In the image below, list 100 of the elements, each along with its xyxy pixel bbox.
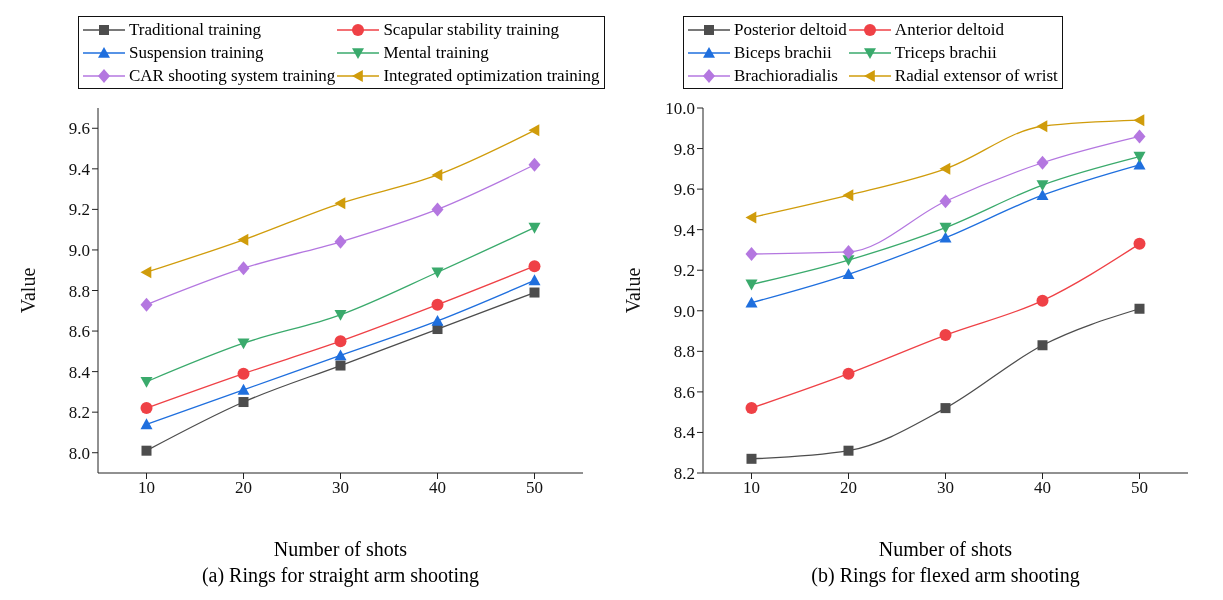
point: [237, 367, 250, 380]
legend-label: Posterior deltoid: [734, 19, 847, 41]
point: [528, 274, 541, 286]
y-tick-label: 9.2: [673, 261, 695, 281]
y-tick-label: 9.8: [673, 139, 695, 159]
point: [1134, 303, 1145, 314]
point: [431, 168, 443, 181]
point: [140, 418, 153, 430]
legend-label: Radial extensor of wrist: [894, 65, 1058, 87]
point: [842, 367, 855, 380]
y-tick-label: 9.2: [68, 200, 90, 220]
point: [237, 338, 250, 350]
point: [529, 287, 540, 298]
point: [1133, 151, 1146, 163]
point: [939, 194, 952, 209]
point: [1133, 237, 1146, 250]
y-tick-label: 8.8: [68, 281, 90, 301]
y-tick-label: 8.4: [673, 423, 696, 443]
point: [431, 267, 444, 279]
y-tick-label: 9.0: [68, 240, 90, 260]
y-tick-label: 9.6: [673, 180, 695, 200]
x-tick-label: 40: [429, 478, 446, 498]
x-axis-title: Number of shots: [877, 538, 1014, 561]
x-tick-label: 30: [332, 478, 349, 498]
point: [1133, 129, 1146, 144]
point: [939, 231, 952, 243]
point: [940, 403, 951, 414]
point: [1036, 294, 1049, 307]
point: [745, 296, 758, 308]
y-tick-label: 9.4: [673, 220, 696, 240]
point: [238, 397, 249, 408]
point: [334, 197, 346, 210]
point: [1036, 155, 1049, 170]
point: [237, 261, 250, 276]
y-axis-title: Value: [622, 267, 645, 314]
point: [140, 297, 153, 312]
y-tick-label: 10.0: [665, 99, 695, 119]
y-tick-label: 9.6: [68, 119, 90, 139]
legend-label: Triceps brachii: [894, 42, 997, 64]
point: [528, 260, 541, 273]
point: [334, 335, 347, 348]
y-tick-label: 8.8: [673, 342, 695, 362]
point: [528, 222, 541, 234]
y-tick-label: 8.2: [68, 403, 90, 423]
point: [431, 202, 444, 217]
point: [431, 314, 444, 326]
y-tick-label: 8.2: [673, 464, 695, 484]
y-tick-label: 8.6: [68, 322, 90, 342]
point: [843, 445, 854, 456]
point: [1036, 189, 1049, 200]
legend-label: Traditional training: [129, 19, 262, 41]
x-axis-title: Number of shots: [272, 538, 409, 561]
point: [140, 402, 153, 415]
y-tick-label: 9.0: [673, 301, 695, 321]
point: [237, 233, 249, 246]
legend-label: Biceps brachii: [734, 42, 832, 64]
legend-label: Integrated optimization training: [383, 65, 600, 87]
point: [939, 329, 952, 342]
text: (a) Rings for straight arm shooting: [200, 564, 481, 587]
legend-label: Mental training: [383, 42, 489, 64]
point: [745, 279, 758, 291]
x-tick-label: 50: [526, 478, 543, 498]
legend-label: CAR shooting system training: [129, 65, 336, 87]
x-tick-label: 20: [235, 478, 252, 498]
point: [528, 124, 540, 137]
point: [939, 222, 952, 234]
point: [745, 402, 758, 415]
point: [141, 445, 152, 456]
y-tick-label: 9.4: [68, 159, 91, 179]
point: [334, 310, 347, 321]
legend-label: Brachioradialis: [734, 65, 838, 87]
x-tick-label: 10: [138, 478, 155, 498]
point: [939, 162, 951, 175]
text: (b) Rings for flexed arm shooting: [810, 564, 1081, 587]
x-tick-label: 50: [1131, 478, 1148, 498]
point: [528, 157, 541, 172]
point: [140, 376, 153, 388]
point: [842, 268, 855, 280]
point: [334, 234, 347, 249]
legend-label: Scapular stability training: [383, 19, 560, 41]
x-tick-label: 30: [937, 478, 954, 498]
point: [746, 453, 757, 464]
legend-label: Suspension training: [129, 42, 264, 64]
point: [335, 360, 346, 371]
x-tick-label: 10: [743, 478, 760, 498]
point: [140, 266, 152, 279]
point: [1036, 120, 1048, 133]
point: [237, 383, 250, 395]
point: [1133, 114, 1145, 127]
legend-label: Anterior deltoid: [894, 19, 1004, 41]
y-axis-title: Value: [17, 267, 40, 314]
x-tick-label: 20: [840, 478, 857, 498]
point: [842, 244, 855, 259]
y-tick-label: 8.4: [68, 362, 91, 382]
point: [334, 349, 347, 361]
point: [431, 298, 444, 311]
point: [745, 247, 758, 261]
point: [745, 211, 757, 224]
point: [842, 189, 854, 202]
y-tick-label: 8.0: [68, 443, 90, 463]
